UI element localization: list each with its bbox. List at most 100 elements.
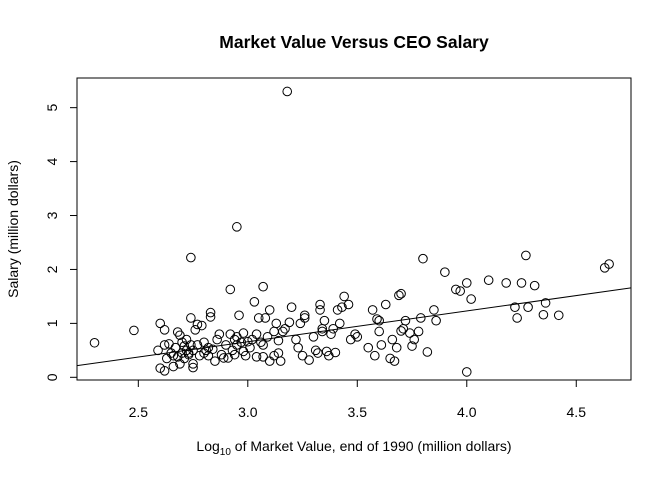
data-point [295,318,306,329]
data-point [275,356,286,366]
data-point [398,323,409,334]
data-point [129,325,139,336]
data-point [529,280,540,291]
data-point [328,323,338,334]
data-point [310,345,321,356]
chart-title: Market Value Versus CEO Salary [219,32,489,52]
data-point [501,278,511,288]
data-point [155,318,166,329]
data-point [271,318,282,329]
x-tick-label: 4.0 [457,404,477,420]
data-point [315,305,325,315]
data-point [330,347,341,358]
data-point [466,294,476,304]
x-axis-label-prefix: Log [196,438,219,454]
data-point [455,286,466,296]
data-point [324,350,334,361]
data-point [440,267,450,277]
data-point [236,337,247,348]
x-tick-label: 3.0 [238,404,258,420]
data-point [240,350,251,361]
data-point [278,326,288,337]
data-point [205,312,216,322]
data-point [242,336,253,347]
data-point [89,337,100,348]
data-point [216,349,227,360]
data-point [225,284,236,295]
data-point [258,352,268,362]
data-point [370,350,380,361]
data-point [229,334,240,345]
data-point [286,302,297,312]
x-axis-label-subscript: 10 [220,447,232,458]
data-point [188,362,198,373]
data-point [538,309,549,320]
data-point [431,315,441,326]
data-point [334,318,345,329]
data-point [510,302,520,312]
y-tick-label: 5 [44,104,60,112]
data-point [214,329,225,339]
data-point [523,302,533,312]
data-point [387,334,398,345]
data-point [343,299,354,310]
data-point [376,340,387,350]
data-point [190,325,201,335]
data-point [284,317,295,328]
data-point [223,353,233,363]
data-point [269,326,279,337]
data-point [326,329,336,339]
data-point [192,319,203,330]
data-point [516,278,527,288]
data-point [212,334,222,345]
data-point [153,345,163,356]
data-point [400,315,411,326]
data-point [553,310,564,321]
data-point [207,344,218,355]
data-point [483,275,494,286]
data-point [264,305,275,315]
data-point [299,310,310,321]
data-point [409,334,420,345]
data-point [304,355,314,365]
data-point [201,345,211,356]
x-axis-label: Log10 of Market Value, end of 1990 (mill… [196,438,511,458]
y-tick-label: 3 [44,211,60,219]
data-point [218,353,229,363]
data-point [245,342,255,353]
data-point [232,222,242,232]
data-point [372,314,382,324]
data-point [391,342,402,353]
data-point [512,313,522,323]
data-point [210,356,220,366]
data-point [159,340,170,350]
data-point [367,305,378,315]
data-point [461,278,472,288]
data-point [229,349,240,360]
data-point [451,284,461,295]
y-axis-label: Salary (million dollars) [5,160,21,298]
data-point [429,305,439,315]
data-point [251,352,262,362]
data-point [258,340,268,350]
data-point [251,329,262,339]
regression-line [77,287,631,367]
y-axis: 0 1 2 3 4 5 [44,104,78,381]
data-point [413,326,424,337]
data-point [205,307,216,318]
data-point [461,367,472,377]
data-point [405,328,415,338]
data-point [540,298,551,308]
data-point [249,297,260,307]
x-tick-label: 4.5 [567,404,587,420]
data-point [258,281,268,292]
data-point [418,253,428,264]
x-tick-label: 2.5 [129,404,149,420]
y-tick-label: 1 [44,319,60,327]
data-point [317,326,328,337]
data-point [363,342,374,353]
data-point [396,288,406,299]
data-point [297,350,308,361]
data-point [389,356,400,366]
